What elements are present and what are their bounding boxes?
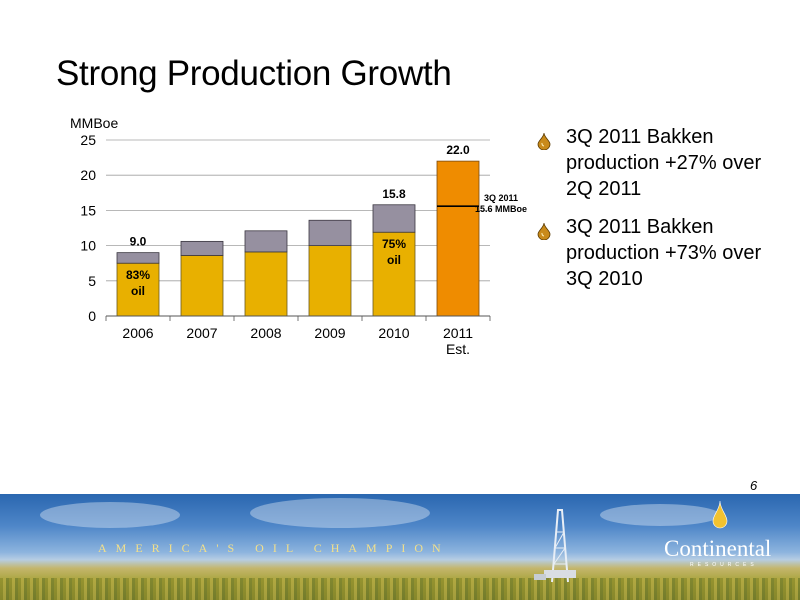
bar-oil xyxy=(244,251,288,317)
estimate-marker-label: 3Q 2011 xyxy=(484,193,518,203)
company-logo: Continental xyxy=(664,536,772,561)
y-tick-label: 25 xyxy=(80,132,96,148)
page-number: 6 xyxy=(750,478,758,493)
y-tick-label: 15 xyxy=(80,202,96,218)
bullet-text: 3Q 2011 Bakken production +27% over 2Q 2… xyxy=(566,126,762,200)
bullet-text: 3Q 2011 Bakken production +73% over 3Q 2… xyxy=(566,216,762,290)
bar-other xyxy=(244,230,288,253)
wheat-field xyxy=(0,578,800,600)
x-tick-label: 2006 xyxy=(122,325,153,341)
total-data-label: 15.8 xyxy=(382,187,406,201)
slide-title: Strong Production Growth xyxy=(56,54,452,93)
banner-tagline: AMERICA'S OIL CHAMPION xyxy=(98,541,450,555)
bullet-list: 3Q 2011 Bakken production +27% over 2Q 2… xyxy=(536,124,776,304)
oil-share-label: 75% xyxy=(382,237,406,251)
bullet-item: 3Q 2011 Bakken production +27% over 2Q 2… xyxy=(536,124,776,202)
bar-estimate xyxy=(436,160,480,317)
total-data-label: 22.0 xyxy=(446,143,470,157)
oil-share-label: oil xyxy=(387,253,401,267)
total-data-label: 9.0 xyxy=(130,235,147,249)
bar-oil xyxy=(180,255,224,317)
y-axis-label: MMBoe xyxy=(70,115,118,131)
bar-oil xyxy=(372,231,416,317)
cloud-decoration xyxy=(250,498,430,528)
x-tick-sublabel: Est. xyxy=(446,341,470,357)
oil-drop-bullet-icon xyxy=(537,222,551,240)
bar-other xyxy=(372,204,416,233)
y-tick-label: 5 xyxy=(88,273,96,289)
bar-other xyxy=(308,219,352,246)
x-tick-label: 2011 xyxy=(443,325,473,341)
oil-share-label: 83% xyxy=(126,268,150,282)
footer-banner: AMERICA'S OIL CHAMPION Continental RESOU… xyxy=(0,494,800,600)
estimate-marker-label: 15.6 MMBoe xyxy=(475,204,527,214)
y-tick-label: 0 xyxy=(88,308,96,324)
oil-rig-icon xyxy=(534,509,576,583)
x-tick-label: 2009 xyxy=(314,325,345,341)
y-tick-label: 10 xyxy=(80,238,96,254)
oil-drop-bullet-icon xyxy=(537,132,551,150)
bar-other xyxy=(116,252,160,264)
company-logo-subtitle: RESOURCES xyxy=(690,562,758,568)
cloud-decoration xyxy=(40,502,180,528)
oil-share-label: oil xyxy=(131,284,145,298)
bar-other xyxy=(180,240,224,256)
x-tick-label: 2010 xyxy=(378,325,409,341)
x-tick-label: 2007 xyxy=(186,325,217,341)
cloud-decoration xyxy=(600,504,720,526)
x-tick-label: 2008 xyxy=(250,325,281,341)
logo-drop-icon xyxy=(712,500,728,529)
bar-oil xyxy=(308,245,352,317)
bullet-item: 3Q 2011 Bakken production +73% over 3Q 2… xyxy=(536,214,776,292)
y-tick-label: 20 xyxy=(80,167,96,183)
